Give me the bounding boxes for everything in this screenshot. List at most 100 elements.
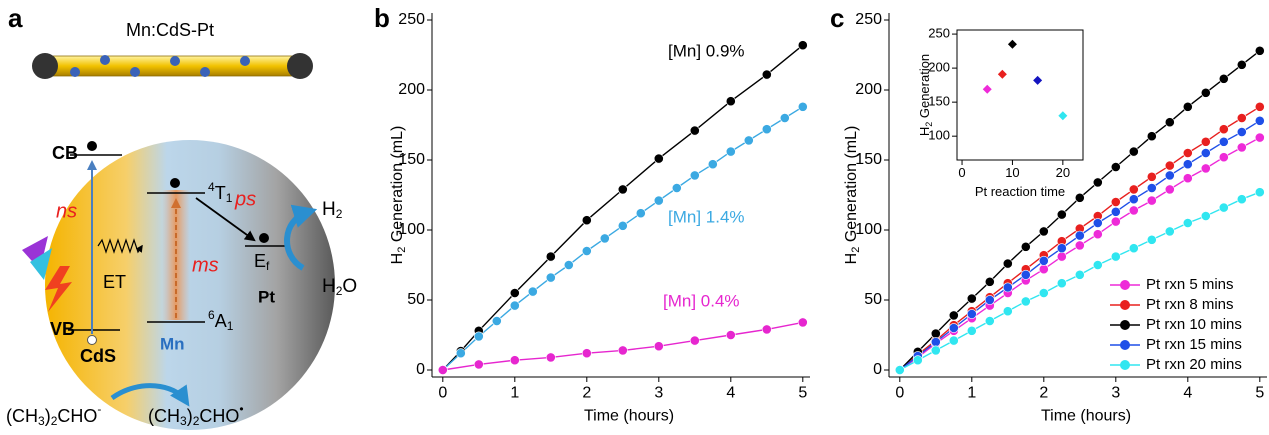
data-point [797,317,808,328]
data-point [581,215,592,226]
data-point [894,365,905,375]
data-point [1164,226,1175,237]
data-point [930,345,941,356]
data-point [1002,306,1013,317]
data-point [1056,209,1067,220]
legend-marker [1120,280,1130,290]
data-point [1128,146,1139,157]
data-point [1182,159,1193,170]
sup: 6 [208,308,215,322]
data-point [966,325,977,336]
data-point [930,337,941,347]
x-tick-label: 20 [1056,165,1070,180]
legend-marker [1120,360,1130,370]
sub: 2 [336,284,343,298]
y-tick-label: 250 [398,11,425,28]
data-point [689,335,700,346]
data-point [1236,194,1247,205]
data-point [1254,101,1265,112]
data-point [912,355,923,366]
ms-label: ms [192,254,219,276]
x-tick-label: 4 [726,385,735,402]
data-point [1002,282,1013,293]
label-part: 2 [850,247,862,253]
data-point [1038,288,1049,298]
panel-label: a [8,3,23,33]
data-point [1236,59,1247,70]
data-point [545,272,556,283]
data-point [1146,195,1157,206]
data-point [725,146,736,157]
data-point [617,184,628,195]
data-point [653,341,664,352]
data-point [1146,234,1157,245]
data-point [527,286,538,297]
data-point [545,251,556,262]
data-point [581,348,592,359]
data-point [1164,184,1175,195]
data-point [1092,177,1103,188]
y-tick-label: 50 [407,291,425,308]
data-point [1146,183,1157,193]
label-part: H [917,127,932,136]
data-point [581,246,592,256]
data-point [1236,113,1247,123]
data-point [653,153,664,164]
label-part: 2 [396,247,408,253]
legend-marker [1120,320,1130,330]
data-point [930,328,941,339]
data-point [997,69,1007,79]
nanorod [32,53,313,79]
data-point [1074,269,1085,280]
sup: 4 [208,180,215,194]
data-point [1236,142,1247,153]
series-label: [Mn] 0.9% [668,41,745,60]
pt-label: Pt [258,287,275,306]
sup: • [239,402,243,416]
data-point [982,84,992,94]
x-tick-label: 5 [1255,385,1264,402]
data-point [1002,258,1013,269]
ps-label: ps [234,188,256,210]
data-point [1254,45,1265,56]
cds-label: CdS [80,346,116,366]
data-point [1254,132,1265,143]
data-point [948,310,959,321]
data-point [1110,206,1121,217]
sub: 1 [227,319,234,333]
data-point [599,233,610,244]
data-point [1236,127,1247,137]
x-axis-label: Time (hours) [1041,407,1131,424]
data-point [1146,131,1157,142]
data-point [743,135,754,146]
vb-label: VB [50,319,75,339]
data-point [797,101,808,112]
y-tick-label: 150 [928,94,950,109]
data-point [1164,117,1175,128]
x-tick-label: 0 [958,165,965,180]
data-point [1058,111,1068,121]
et-label: ET [103,272,126,292]
term: O [342,276,357,297]
term: A [215,311,227,331]
x-tick-label: 5 [798,385,807,402]
y-tick-label: 100 [855,221,882,238]
data-point [1038,264,1049,275]
data-point [617,220,628,231]
legend-marker [1120,340,1130,350]
data-point [1182,173,1193,184]
y-tick-label: 200 [398,81,425,98]
label-part: 2 [924,122,934,127]
h2o-label: H2O [322,276,357,298]
x-axis-label: Time (hours) [584,407,674,424]
sub: 3 [38,414,45,428]
data-point [491,316,502,326]
y-tick-label: 200 [928,60,950,75]
term: E [254,251,266,271]
term: T [215,183,226,203]
term: ) [187,406,193,426]
y-tick-label: 100 [928,128,950,143]
ef-label: Ef [254,251,270,273]
data-point [1128,184,1139,195]
data-point [671,183,682,193]
